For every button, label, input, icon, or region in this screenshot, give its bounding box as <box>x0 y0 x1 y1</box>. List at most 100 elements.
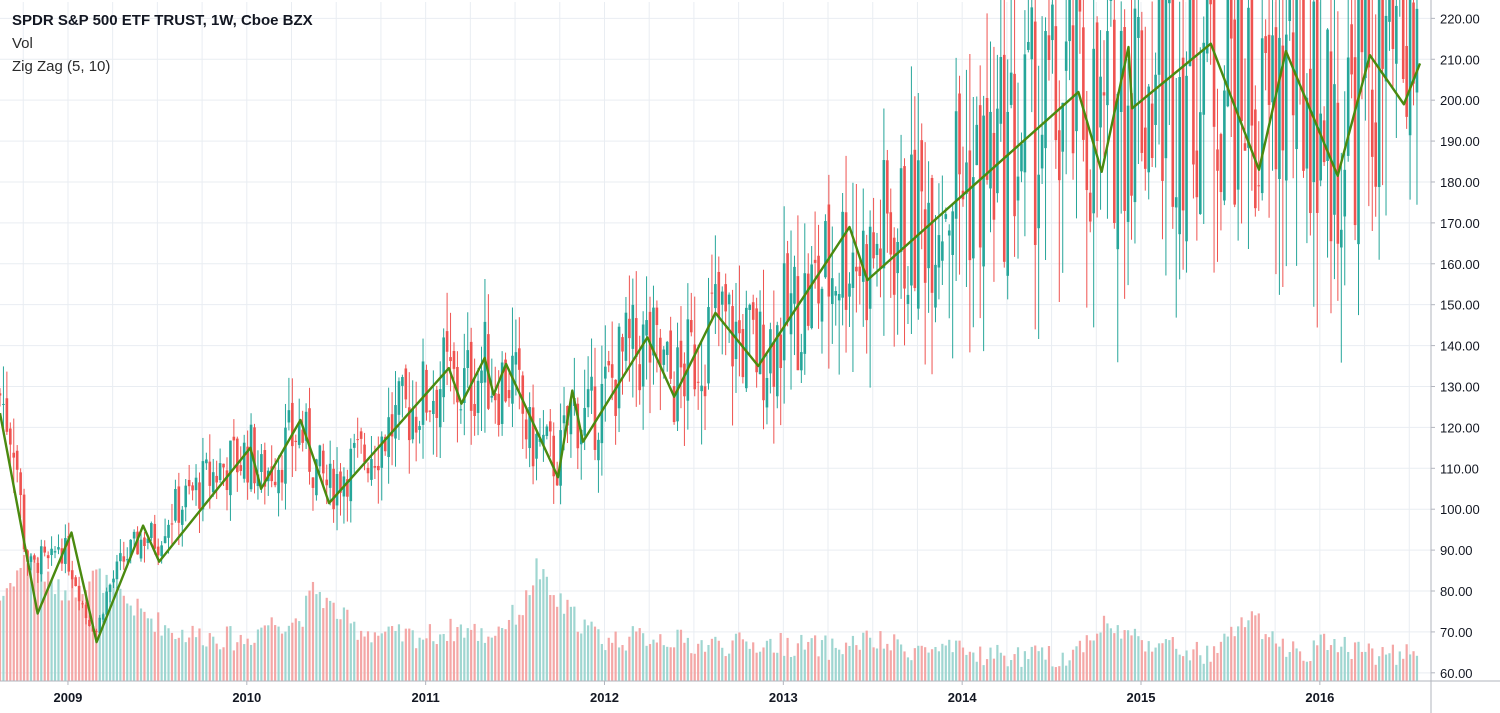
volume-bar <box>576 631 579 681</box>
volume-bar <box>1340 646 1343 681</box>
volume-bar <box>1137 636 1140 681</box>
volume-bar <box>212 636 215 681</box>
volume-bar <box>1209 661 1212 681</box>
candle-body <box>449 357 452 362</box>
volume-bar <box>494 635 497 681</box>
candle-body <box>941 241 944 261</box>
candle-body <box>125 559 129 561</box>
volume-bar <box>249 644 253 681</box>
candle-body <box>1219 134 1223 193</box>
candle-body <box>218 463 222 481</box>
price-axis-label: 110.00 <box>1440 461 1479 476</box>
candle-body <box>1150 103 1154 158</box>
volume-bar <box>535 558 538 681</box>
volume-bar <box>851 635 855 681</box>
volume-bar <box>920 645 923 681</box>
candle-body <box>793 266 796 304</box>
volume-bar <box>1016 647 1020 681</box>
volume-bar <box>67 600 70 681</box>
volume-bar <box>81 594 84 681</box>
candle-body <box>236 438 239 473</box>
candle-body <box>947 230 951 236</box>
candle-body <box>1171 0 1175 207</box>
candle-body <box>1243 143 1247 151</box>
volume-bar <box>177 637 180 681</box>
volume-bar <box>989 647 992 681</box>
volume-bar <box>274 625 277 681</box>
candle-body <box>1082 27 1085 140</box>
volume-bar <box>387 626 390 681</box>
volume-bar <box>139 608 143 681</box>
volume-bar <box>284 631 287 681</box>
volume-bar <box>239 634 242 681</box>
volume-bar <box>982 665 985 681</box>
volume-bar <box>721 647 724 681</box>
symbol-title[interactable]: SPDR S&P 500 ETF TRUST, 1W, Cboe BZX <box>12 12 313 29</box>
volume-bar <box>170 632 174 681</box>
volume-indicator-label[interactable]: Vol <box>12 35 33 52</box>
candle-body <box>2 403 5 405</box>
volume-bar <box>1295 648 1298 681</box>
candle-body <box>15 450 19 470</box>
candle-body <box>858 266 862 276</box>
candle-body <box>143 537 146 547</box>
volume-bar <box>1154 647 1157 681</box>
candle-body <box>542 434 545 446</box>
zigzag-indicator-label[interactable]: Zig Zag (5, 10) <box>12 58 111 75</box>
volume-bar <box>463 637 466 681</box>
volume-bar <box>1185 650 1188 681</box>
candle-body <box>861 230 865 282</box>
candle-body <box>249 424 253 490</box>
volume-bar <box>1336 652 1339 681</box>
candle-body <box>1319 113 1322 181</box>
volume-bar <box>1106 623 1109 681</box>
volume-bar <box>198 628 201 681</box>
volume-bar <box>1199 655 1202 681</box>
volume-bar <box>174 639 177 681</box>
volume-bar <box>834 647 837 681</box>
candle-body <box>263 450 267 487</box>
candle-body <box>951 211 954 255</box>
volume-bar <box>435 644 438 681</box>
candle-body <box>229 440 232 496</box>
candle-body <box>552 435 556 477</box>
candle-body <box>886 160 889 214</box>
candle-body <box>1233 19 1236 205</box>
volume-bar <box>872 647 875 681</box>
candle-body <box>1377 0 1381 188</box>
volume-bar <box>652 639 655 681</box>
volume-bar <box>1316 645 1319 681</box>
volume-bar <box>439 634 442 681</box>
candle-body <box>304 411 308 441</box>
volume-bar <box>1096 633 1099 681</box>
candle-body <box>246 446 249 483</box>
volume-bar <box>1237 626 1240 681</box>
candle-body <box>352 442 356 448</box>
volume-bar <box>115 587 119 681</box>
volume-bar <box>968 651 971 681</box>
candle-body <box>1057 130 1061 181</box>
volume-bar <box>1274 643 1278 681</box>
volume-bar <box>470 629 473 681</box>
volume-bar <box>1378 656 1381 681</box>
volume-bar <box>1223 633 1226 681</box>
volume-bar <box>597 629 600 681</box>
volume-bar <box>229 626 232 681</box>
volume-bar <box>521 615 524 681</box>
volume-bar <box>1329 645 1333 681</box>
candle-body <box>555 472 559 486</box>
candle-body <box>0 393 2 396</box>
volume-bar <box>332 602 335 681</box>
candle-body <box>720 291 724 305</box>
candle-body <box>1247 7 1250 148</box>
candle-body <box>150 523 153 538</box>
volume-bar <box>442 634 445 681</box>
volume-bar <box>1364 651 1367 681</box>
volume-bar <box>848 645 851 681</box>
volume-bar <box>1102 615 1106 681</box>
volume-bar <box>827 659 830 681</box>
candle-body <box>1140 30 1144 153</box>
candle-body <box>896 241 899 274</box>
candle-body <box>531 407 535 467</box>
